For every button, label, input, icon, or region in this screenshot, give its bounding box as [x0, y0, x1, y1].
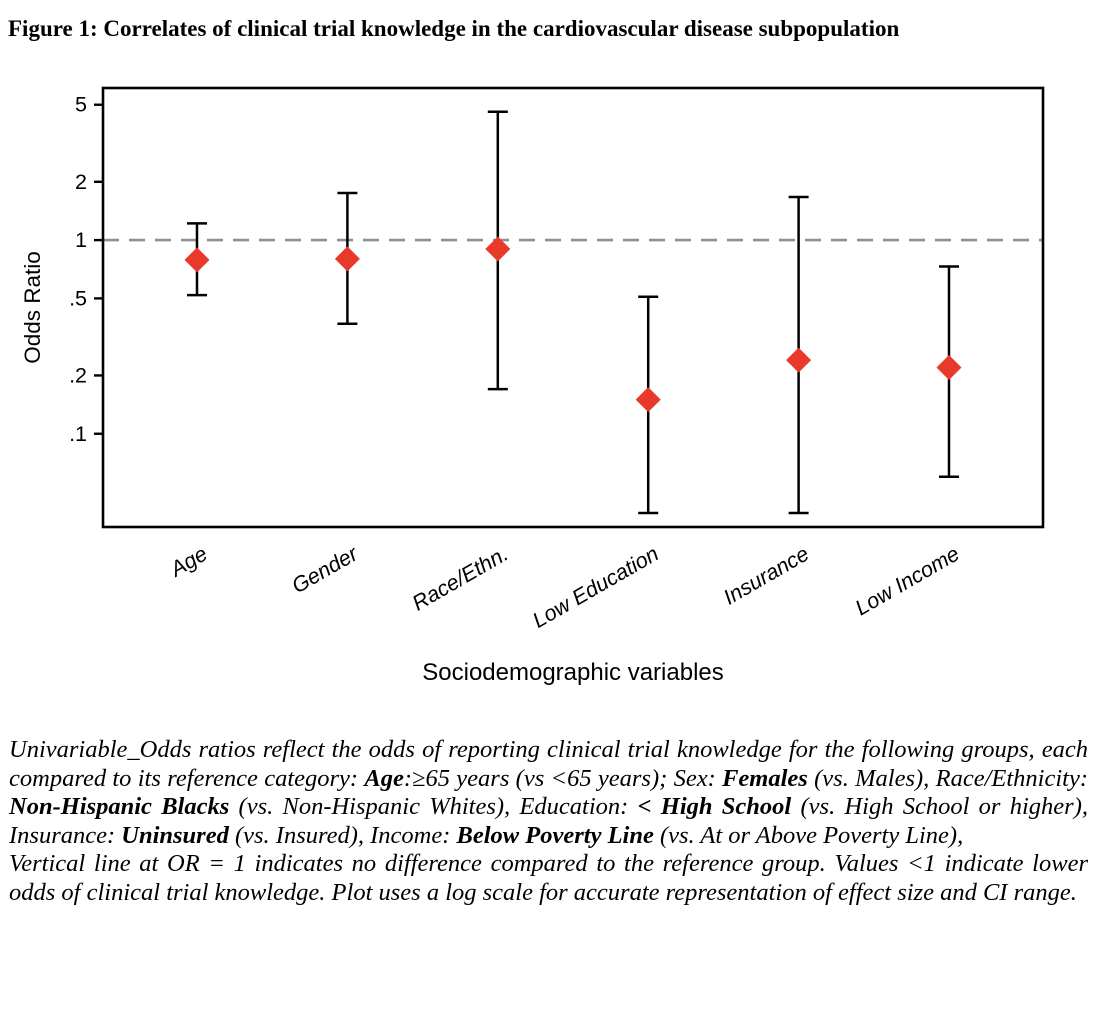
y-axis-tick-label: .5	[69, 286, 87, 310]
caption-text-run: Univariable_Odds ratios reflect the odds…	[9, 736, 1088, 792]
y-axis-tick-label: .2	[69, 363, 87, 387]
caption-text-run: (vs. Males), Race/Ethnicity:	[807, 764, 1088, 792]
y-axis-tick-label: 1	[75, 228, 87, 252]
caption-paragraph-2: Vertical line at OR = 1 indicates no dif…	[9, 850, 1088, 907]
caption-text-run: :≥65 years (vs <65 years); Sex:	[403, 764, 723, 792]
caption-text-run: Vertical line at OR = 1 indicates no dif…	[9, 850, 1088, 906]
odds-ratio-marker	[786, 347, 812, 373]
figure-caption: Univariable_Odds ratios reflect the odds…	[9, 736, 1088, 908]
caption-bold-run: Age	[364, 764, 404, 792]
caption-bold-run: Non-Hispanic Blacks	[9, 793, 230, 821]
data-point-race-ethn-	[485, 110, 511, 391]
y-axis-title: Odds Ratio	[20, 251, 45, 364]
data-point-low-income	[936, 265, 962, 478]
caption-bold-run: < High School	[637, 793, 792, 821]
x-category-label: Insurance	[719, 542, 813, 610]
caption-text-run: (vs. Non-Hispanic Whites), Education:	[229, 793, 638, 821]
forest-plot-container: 5 2 1.5.2.1 Odds Ratio Age Gender Race/Ethn. Lo…	[0, 60, 1096, 722]
odds-ratio-marker	[334, 246, 360, 272]
figure-title: Figure 1: Correlates of clinical trial k…	[8, 16, 900, 41]
x-category-label: Gender	[288, 541, 363, 598]
odds-ratio-marker	[635, 387, 661, 413]
caption-bold-run: Females	[722, 764, 808, 792]
odds-ratio-marker	[936, 354, 962, 380]
y-axis-tick-label: 2	[75, 170, 87, 194]
odds-ratio-marker	[485, 236, 511, 262]
data-point-gender	[334, 191, 360, 325]
data-point-insurance	[786, 195, 812, 515]
x-category-label: Race/Ethn.	[408, 542, 512, 616]
caption-text-run: (vs. High School or higher), Insurance:	[9, 793, 1088, 849]
x-category-label: Low Income	[851, 542, 963, 621]
odds-ratio-marker	[184, 247, 210, 273]
y-axis-tick-label: 5	[75, 93, 87, 117]
data-point-age	[184, 222, 210, 297]
caption-text-run: (vs. Insured), Income:	[228, 821, 457, 849]
x-category-label: Low Education	[529, 542, 663, 633]
caption-paragraph-1: Univariable_Odds ratios reflect the odds…	[9, 736, 1088, 850]
data-point-low-education	[635, 295, 661, 515]
plot-frame	[101, 86, 1045, 529]
x-axis-title: Sociodemographic variables	[422, 659, 724, 686]
x-category-label: Age	[165, 542, 212, 583]
caption-bold-run: Below Poverty Line	[456, 821, 654, 849]
caption-text-run: (vs. At or Above Poverty Line),	[653, 821, 964, 849]
y-axis-tick-label: .1	[69, 422, 87, 446]
caption-bold-run: Uninsured	[121, 821, 229, 849]
